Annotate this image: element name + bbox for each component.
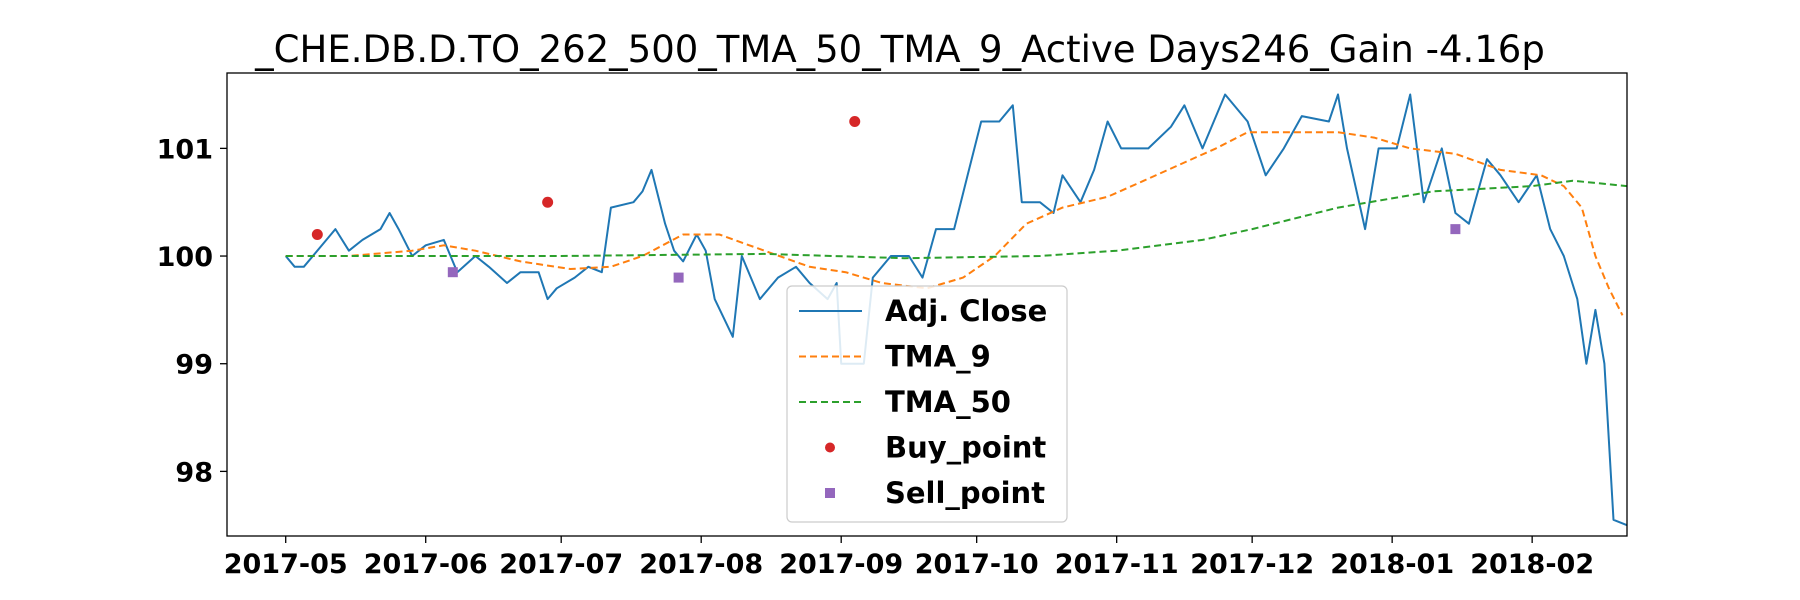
x-tick-label: 2017-12 — [1190, 549, 1314, 580]
x-tick-label: 2017-11 — [1055, 549, 1179, 580]
buy-point-marker — [849, 115, 861, 127]
legend-box — [786, 285, 1068, 523]
x-tick-label: 2017-07 — [499, 549, 623, 580]
legend-label-buy-point: Buy_point — [885, 431, 1046, 465]
sell-point-marker — [673, 272, 684, 283]
plot-frame — [226, 72, 1628, 537]
x-tick-label: 2017-08 — [639, 549, 763, 580]
x-tick-label: 2017-10 — [915, 549, 1039, 580]
buy-point-marker — [311, 229, 323, 241]
legend-label-tma-9: TMA_9 — [885, 340, 991, 374]
x-tick-label: 2017-06 — [364, 549, 488, 580]
x-tick-label: 2018-02 — [1470, 549, 1594, 580]
chart-title: _CHE.DB.D.TO_262_500_TMA_50_TMA_9_Active… — [254, 28, 1545, 71]
plot-area — [284, 93, 1628, 527]
legend-swatch-buy-point — [825, 442, 835, 453]
axes: 2017-05 2017-06 2017-07 2017-08 2017-09 2017-… — [157, 134, 1595, 580]
sell-point-marker — [1450, 224, 1461, 235]
legend: Adj. Close TMA_9 TMA_50 Buy_point Sell_point — [786, 285, 1068, 523]
y-tick-label: 101 — [157, 134, 213, 165]
x-tick-label: 2018-01 — [1330, 549, 1454, 580]
buy-point-marker — [542, 196, 554, 208]
y-tick-label: 98 — [175, 457, 213, 488]
y-tick-label: 100 — [157, 242, 213, 273]
y-tick-label: 99 — [175, 350, 213, 381]
series-line-tma-9 — [285, 131, 1624, 316]
legend-swatch-sell-point — [825, 488, 835, 498]
series-line-tma-50 — [285, 179, 1628, 260]
legend-label-adj-close: Adj. Close — [885, 294, 1047, 328]
legend-label-tma-50: TMA_50 — [885, 385, 1011, 419]
x-tick-label: 2017-09 — [779, 549, 903, 580]
sell-point-marker — [447, 267, 458, 278]
x-tick-label: 2017-05 — [224, 549, 348, 580]
legend-label-sell-point: Sell_point — [885, 476, 1045, 510]
